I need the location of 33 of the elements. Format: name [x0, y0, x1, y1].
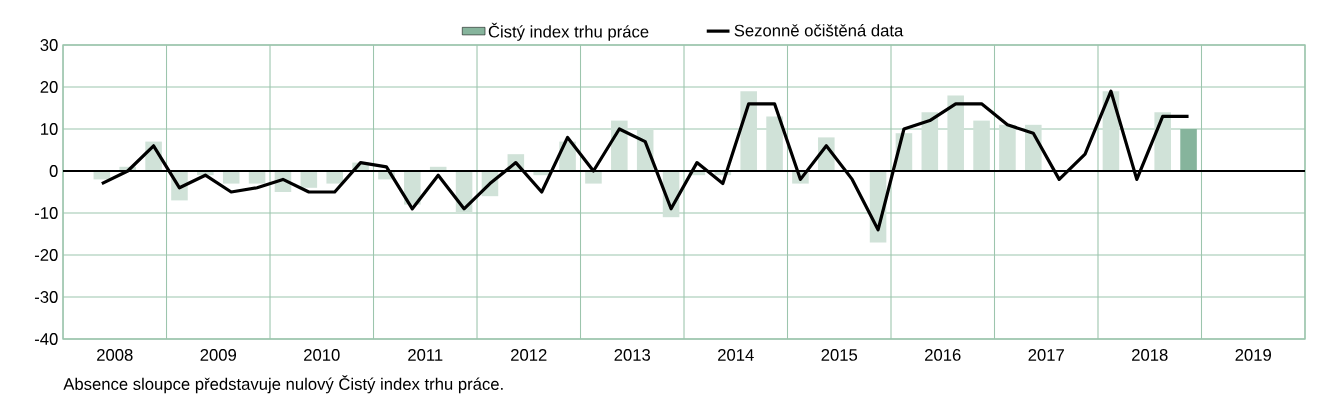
y-tick-label: 30	[40, 39, 58, 51]
x-tick-label: 2018	[1132, 349, 1168, 361]
bar	[222, 171, 240, 184]
x-tick-label: 2017	[1028, 349, 1064, 361]
bar	[766, 116, 783, 171]
x-tick-label: 2009	[200, 349, 237, 361]
x-tick-label: 2008	[97, 349, 133, 361]
bar	[947, 95, 964, 171]
x-tick-label: 2019	[1235, 349, 1271, 361]
text: Absence sloupce představuje nulový Čistý index trhu práce.	[63, 375, 503, 394]
bar	[585, 171, 602, 184]
y-tick-label: -20	[34, 249, 58, 261]
x-tick-label: 2012	[511, 349, 547, 361]
y-tick-label: 0	[49, 165, 58, 177]
x-tick-label: 2014	[718, 349, 754, 361]
x-tick-label: 2011	[408, 349, 443, 361]
bar	[973, 120, 990, 171]
bar	[248, 171, 266, 184]
x-tick-label: 2015	[821, 349, 858, 361]
legend-label: Sezonně očištěná data	[734, 23, 904, 37]
bar	[921, 112, 939, 171]
x-tick-label: 2013	[614, 349, 651, 361]
bar	[300, 171, 318, 188]
y-tick-label: 10	[41, 123, 58, 135]
y-tick-label: -40	[34, 333, 58, 345]
bar	[999, 124, 1016, 171]
y-tick-label: 20	[40, 81, 58, 93]
x-tick-label: 2010	[304, 349, 340, 361]
legend-label: Čistý index trhu práce	[488, 22, 649, 41]
bar	[1180, 129, 1197, 171]
x-tick-label: 2016	[925, 349, 961, 361]
y-tick-label: -30	[34, 291, 58, 303]
y-tick-label: -10	[34, 207, 58, 219]
